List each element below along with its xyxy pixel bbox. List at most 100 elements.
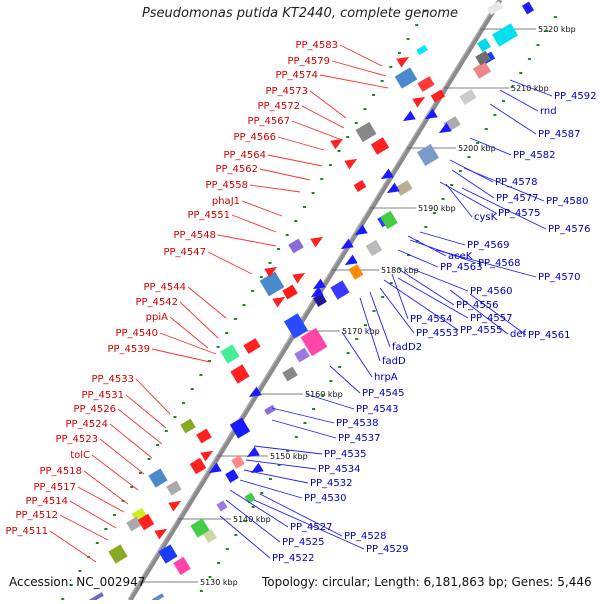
track-dot	[199, 374, 203, 376]
gene-feature	[151, 593, 165, 603]
kbp-tick-label: 5170 kbp	[342, 327, 380, 336]
track-dot	[78, 570, 82, 572]
track-dot	[104, 528, 108, 530]
accession-text: Accession: NC_002947	[9, 575, 146, 589]
gene-label-right: PP_4576	[548, 224, 591, 235]
track-dot	[243, 520, 247, 522]
leader-line	[241, 200, 283, 217]
gene-label-right: PP_4528	[344, 531, 387, 542]
leader-line	[77, 486, 125, 513]
gene-label-left: PP_4533	[91, 374, 134, 385]
leader-line	[267, 154, 323, 167]
kbp-tick-label: 5150 kbp	[270, 452, 308, 461]
gene-feature	[259, 271, 285, 297]
gene-feature	[282, 366, 298, 382]
track-dot	[147, 458, 151, 460]
gene-label-right: PP_4537	[338, 433, 381, 444]
leader-line	[69, 500, 117, 529]
gene-feature	[477, 38, 491, 52]
leader-line	[409, 267, 469, 292]
gene-feature	[244, 492, 256, 504]
gene-arrow	[292, 272, 306, 284]
gene-label-right: PP_4554	[410, 314, 453, 325]
gene-label-right: PP_4560	[470, 286, 513, 297]
gene-label-left: PP_4558	[205, 180, 248, 191]
gene-label-left: PP_4551	[187, 210, 230, 221]
gene-feature	[189, 457, 207, 475]
track-dot	[225, 332, 229, 334]
track-dot	[432, 212, 436, 214]
track-dot	[121, 500, 125, 502]
track-dot	[286, 450, 290, 452]
dots-layer	[61, 10, 557, 600]
leader-line	[449, 289, 509, 335]
gene-label-left: PP_4523	[55, 434, 98, 445]
gene-label-right: PP_4555	[460, 325, 503, 336]
track-dot	[355, 338, 359, 340]
gene-label-left: PP_4573	[265, 86, 308, 97]
leader-line	[305, 393, 355, 410]
gene-label-right: fadD	[382, 356, 406, 367]
gene-feature	[196, 428, 212, 444]
track-dot	[320, 394, 324, 396]
gene-feature	[173, 556, 191, 576]
leader-line	[329, 365, 361, 394]
track-dot	[312, 408, 316, 410]
track-dot	[216, 346, 220, 348]
gene-label-right: PP_4575	[498, 208, 541, 219]
track-dot	[311, 192, 315, 194]
track-dot	[61, 598, 65, 600]
track-dot	[302, 206, 306, 208]
gene-arrow	[272, 296, 286, 308]
gene-arrow	[154, 528, 168, 540]
gene-feature	[282, 284, 298, 300]
leader-line	[319, 74, 389, 89]
track-dot	[208, 576, 212, 578]
leader-line	[469, 293, 527, 336]
gene-label-right: PP_4570	[538, 272, 581, 283]
map-title: Pseudomonas putida KT2440, complete geno…	[141, 6, 459, 21]
gene-feature	[417, 76, 435, 92]
leader-line	[239, 479, 303, 499]
track-dot	[372, 310, 376, 312]
gene-label-right: PP_4553	[416, 328, 459, 339]
gene-arrow	[208, 462, 222, 474]
track-dot	[389, 282, 393, 284]
gene-arrow	[312, 278, 326, 290]
track-dot	[199, 590, 203, 592]
gene-feature	[459, 89, 477, 105]
leader-line	[291, 120, 343, 141]
gene-feature	[395, 180, 413, 196]
gene-label-left: PP_4518	[39, 466, 82, 477]
leader-line	[169, 316, 209, 349]
gene-feature	[294, 347, 310, 363]
leader-line	[419, 231, 466, 246]
gene-arrow	[248, 386, 262, 398]
leader-line	[225, 499, 281, 543]
gene-feature	[348, 264, 364, 280]
gene-label-left: PP_4526	[73, 404, 116, 415]
leader-line	[253, 499, 365, 550]
track-dot	[502, 100, 506, 102]
gene-label-left: PP_4564	[223, 150, 266, 161]
gene-arrow	[354, 224, 368, 236]
leader-line	[469, 137, 512, 156]
leader-line	[509, 79, 553, 97]
gene-feature	[300, 327, 328, 357]
track-dot	[536, 44, 540, 46]
track-dot	[363, 108, 367, 110]
gene-label-right: fadD2	[392, 342, 422, 353]
track-dot	[337, 366, 341, 368]
track-dot	[251, 290, 255, 292]
track-dot	[190, 388, 194, 390]
gene-feature	[283, 313, 309, 339]
leader-line	[231, 214, 277, 233]
gene-arrow	[412, 96, 426, 108]
gene-label-left: PP_4562	[215, 164, 258, 175]
gene-feature	[137, 513, 155, 531]
leader-lines	[49, 44, 553, 563]
gene-feature	[108, 544, 128, 564]
gene-feature	[491, 23, 519, 47]
gene-label-right: PP_4525	[282, 537, 325, 548]
